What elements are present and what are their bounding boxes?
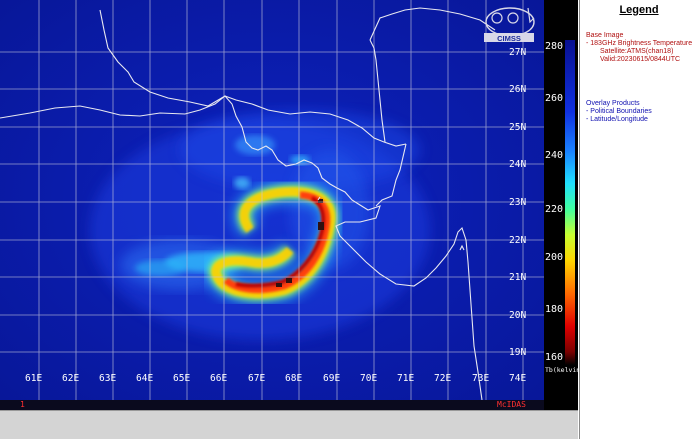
colorbar-tick: 180: [545, 304, 563, 315]
lon-label: 63E: [99, 373, 116, 384]
lon-label: 70E: [360, 373, 377, 384]
longitude-labels: 61E 62E 63E 64E 65E 66E 67E 68E 69E 70E …: [25, 373, 526, 384]
colorbar: 280 260 240 220 200 180 160 Tb(kelvin): [544, 0, 584, 410]
lat-label: 25N: [509, 122, 526, 133]
base-image-heading: Base Image: [586, 32, 624, 39]
political-boundaries: [0, 7, 496, 400]
cimss-logo: CIMSS: [484, 7, 535, 43]
colorbar-tick: 280: [545, 41, 563, 52]
legend-panel: Legend Base Image - 183GHz Brightness Te…: [579, 0, 699, 439]
colorbar-tick: 200: [545, 252, 563, 263]
mcidas-label: McIDAS: [497, 400, 526, 409]
colorbar-graphic: 280 260 240 220 200 180 160 Tb(kelvin): [545, 40, 584, 374]
lat-label: 20N: [509, 310, 526, 321]
colorbar-tick: 260: [545, 93, 563, 104]
latlon-grid: [0, 0, 544, 400]
latitude-labels: 27N 26N 25N 24N 23N 22N 21N 20N 19N: [509, 47, 526, 358]
base-image-line: Satellite:ATMS(chan18): [600, 48, 674, 55]
status-strip: 1 McIDAS: [0, 400, 544, 410]
base-image-line: - 183GHz Brightness Temperature: [586, 40, 693, 47]
lon-label: 71E: [397, 373, 414, 384]
colorbar-tick: 240: [545, 150, 563, 161]
lat-label: 24N: [509, 159, 526, 170]
lat-label: 22N: [509, 235, 526, 246]
frame-marker: 1: [20, 400, 25, 409]
satellite-map: 27N 26N 25N 24N 23N 22N 21N 20N 19N 61E …: [0, 0, 544, 400]
lon-label: 69E: [323, 373, 340, 384]
lon-label: 72E: [434, 373, 451, 384]
legend-title: Legend: [619, 4, 659, 16]
lon-label: 67E: [248, 373, 265, 384]
lat-label: 26N: [509, 84, 526, 95]
logo-text: CIMSS: [497, 34, 521, 43]
lon-label: 73E: [472, 373, 489, 384]
colorbar-tick: 220: [545, 204, 563, 215]
lon-label: 64E: [136, 373, 153, 384]
lon-label: 61E: [25, 373, 42, 384]
bottom-panel: [0, 410, 578, 439]
lat-label: 19N: [509, 347, 526, 358]
lon-label: 68E: [285, 373, 302, 384]
overlay-heading: Overlay Products: [586, 100, 640, 107]
lat-label: 23N: [509, 197, 526, 208]
lat-label: 21N: [509, 272, 526, 283]
lat-label: 27N: [509, 47, 526, 58]
base-image-line: Valid:20230615/0844UTC: [600, 56, 681, 63]
colorbar-tick: 160: [545, 352, 563, 363]
lon-label: 66E: [210, 373, 227, 384]
overlay-line: - Political Boundaries: [586, 108, 652, 115]
lon-label: 62E: [62, 373, 79, 384]
overlay-line: - Latitude/Longitude: [586, 116, 648, 123]
lon-label: 74E: [509, 373, 526, 384]
colorbar-unit: Tb(kelvin): [545, 366, 578, 374]
cyclone-band: [205, 180, 342, 305]
lon-label: 65E: [173, 373, 190, 384]
